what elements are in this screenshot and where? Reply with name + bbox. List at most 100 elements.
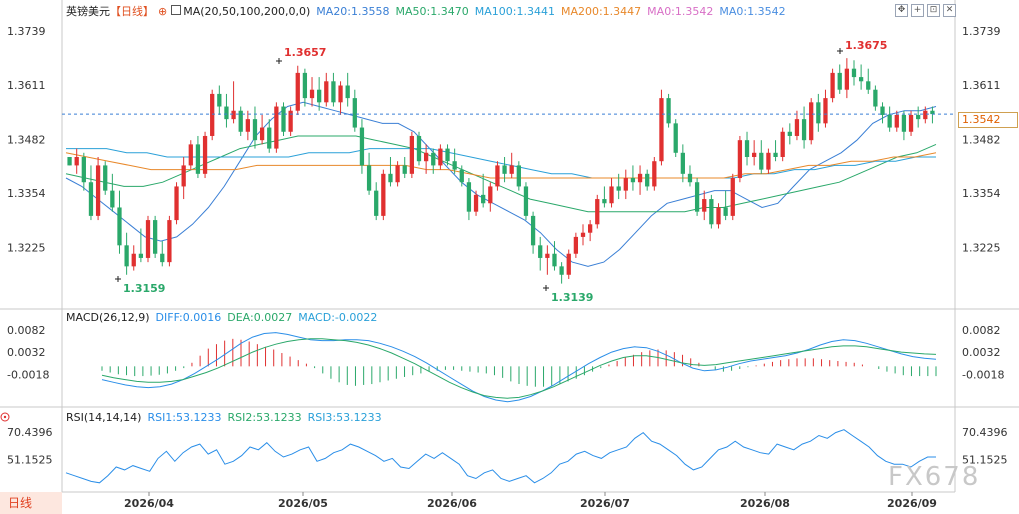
- candle-body: [666, 98, 671, 124]
- settings-icon[interactable]: ⊕: [158, 5, 168, 18]
- price-tick-left-4: 1.3225: [7, 241, 46, 254]
- candle-body: [217, 93, 222, 107]
- candle-body: [466, 182, 472, 212]
- price-tick-left-1: 1.3611: [7, 79, 46, 92]
- candle-body: [231, 110, 236, 120]
- price-tick-left-3: 1.3354: [7, 187, 46, 200]
- candle-body: [780, 131, 785, 157]
- target-icon[interactable]: [0, 412, 10, 422]
- close-icon[interactable]: ✕: [943, 4, 956, 17]
- candle-body: [609, 186, 614, 204]
- candle-body: [858, 77, 864, 82]
- candle-body: [252, 119, 258, 141]
- macd-axis: 0.0082 0.0082 0.0032 0.0032 -0.0018 -0.0018: [7, 324, 1004, 381]
- candle-body: [730, 178, 735, 216]
- candle-body: [445, 148, 450, 162]
- candle-body: [801, 119, 807, 141]
- candle-body: [288, 110, 293, 132]
- macd-tick-left-1: 0.0032: [7, 346, 46, 359]
- candle-body: [324, 81, 329, 103]
- candle-body: [595, 199, 600, 225]
- candle-body: [623, 178, 628, 191]
- price-tick-right-2: 1.3482: [962, 133, 1001, 146]
- candle-body: [309, 89, 315, 99]
- candle-body: [908, 114, 914, 132]
- candle-body: [588, 224, 593, 233]
- ma-line-ma50: [65, 135, 937, 213]
- date-tick-0: 2026/04: [124, 497, 174, 510]
- rsi-title: RSI(14,14,14): [66, 411, 142, 424]
- low-label-2: 1.3139: [551, 291, 593, 304]
- ma-item-ma100: MA100:1.3441: [474, 5, 555, 18]
- candle-body: [502, 165, 507, 174]
- candle-body: [580, 232, 586, 237]
- ma-item-ma20: MA20:1.3558: [316, 5, 390, 18]
- candle-body: [224, 106, 229, 120]
- candle-body: [317, 89, 322, 103]
- annotation-high-2: 1.3675: [837, 39, 887, 54]
- ma-line-ma100: [66, 148, 936, 179]
- macd-tick-right-0: 0.0082: [962, 324, 1001, 337]
- move-icon[interactable]: ✥: [895, 4, 908, 17]
- candle-body: [295, 72, 300, 111]
- macd-value-label: MACD:-0.0022: [298, 311, 378, 324]
- candle-body: [388, 173, 393, 183]
- candle-body: [809, 102, 814, 141]
- candle-body: [923, 110, 928, 120]
- date-tick-5: 2026/09: [887, 497, 937, 510]
- candle-body: [523, 186, 529, 216]
- price-tick-right-1: 1.3611: [962, 79, 1001, 92]
- candle-body: [680, 152, 685, 174]
- candle-body: [823, 98, 828, 124]
- candle-body: [259, 127, 265, 141]
- candle-body: [374, 190, 379, 216]
- candle-body: [366, 165, 372, 191]
- ma-item-ma0-b: MA0:1.3542: [719, 5, 786, 18]
- candle-body: [459, 169, 464, 183]
- candle-body: [709, 199, 714, 225]
- candle-body: [887, 114, 892, 128]
- candle-body: [766, 152, 771, 170]
- candle-body: [238, 110, 243, 132]
- rsi-line: [65, 429, 936, 484]
- macd-tick-right-1: 0.0032: [962, 346, 1001, 359]
- candle-body: [837, 72, 842, 90]
- candle-body: [174, 186, 179, 221]
- period-button[interactable]: 日线: [0, 492, 62, 514]
- macd_dea-line: [101, 338, 937, 399]
- ma-line-ma200: [65, 152, 937, 179]
- rsi3-label: RSI3:53.1233: [307, 411, 382, 424]
- candle-body: [124, 245, 129, 267]
- zoom-icon[interactable]: ⊡: [927, 4, 940, 17]
- candle-body: [830, 72, 835, 99]
- candle-body: [880, 106, 885, 115]
- date-tick-4: 2026/08: [740, 497, 790, 510]
- ma-item-ma0-a: MA0:1.3542: [647, 5, 714, 18]
- candle-body: [345, 85, 350, 99]
- candle-body: [416, 135, 422, 162]
- candle-body: [538, 245, 543, 258]
- candle-body: [602, 199, 607, 204]
- ma-title: MA(20,50,100,200,0,0): [183, 5, 311, 18]
- period-label[interactable]: 【日线】: [110, 5, 154, 18]
- crosshair-icon[interactable]: +: [911, 4, 924, 17]
- candle-body: [153, 220, 158, 254]
- candle-body: [516, 165, 521, 187]
- rsi2-label: RSI2:53.1233: [227, 411, 302, 424]
- macd-lines: [101, 332, 937, 403]
- candle-body: [117, 207, 122, 246]
- candle-body: [110, 190, 115, 208]
- moving-average-lines: [65, 101, 937, 267]
- macd-tick-left-2: -0.0018: [7, 368, 49, 381]
- macd-dea-label: DEA:0.0027: [227, 311, 293, 324]
- candle-body: [481, 194, 486, 204]
- candle-body: [794, 119, 800, 136]
- current-price-label: 1.3542: [958, 112, 1018, 128]
- candle-body: [331, 81, 336, 103]
- candle-body: [81, 157, 86, 183]
- candle-body: [359, 127, 365, 166]
- annotation-low-1: 1.3159: [115, 276, 165, 295]
- candle-body: [103, 165, 108, 191]
- ma-icon: [171, 5, 182, 15]
